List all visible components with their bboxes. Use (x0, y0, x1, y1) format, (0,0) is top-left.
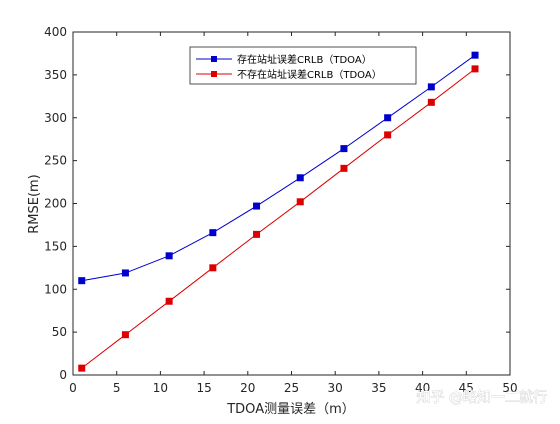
series-1 (78, 51, 479, 285)
data-point (340, 164, 348, 172)
legend-label: 不存在站址误差CRLB（TDOA） (237, 68, 382, 81)
y-tick-label: 100 (44, 282, 67, 296)
data-point (165, 297, 173, 305)
y-tick-label: 400 (44, 25, 67, 39)
x-tick-label: 35 (371, 381, 386, 395)
legend-item-2: 不存在站址误差CRLB（TDOA） (196, 68, 382, 81)
axis-ticks: 0 5 10 15 20 25 30 35 40 45 50 0 50 100 150 200 250 300 35… (44, 25, 518, 395)
x-tick-label: 30 (328, 381, 343, 395)
data-point (121, 331, 129, 339)
data-point (253, 202, 261, 210)
series-line (81, 68, 476, 369)
data-point (384, 114, 392, 122)
data-point (471, 65, 479, 73)
x-tick-label: 40 (415, 381, 430, 395)
data-point (427, 83, 435, 91)
data-point (209, 264, 217, 272)
data-point (78, 277, 86, 285)
series-2 (78, 65, 479, 372)
x-axis-label: TDOA测量误差（m） (226, 402, 355, 417)
legend-marker (211, 56, 217, 62)
data-point (384, 131, 392, 139)
y-tick-label: 0 (59, 368, 67, 382)
x-tick-label: 10 (153, 381, 168, 395)
plot-area (72, 31, 511, 376)
legend: 存在站址误差CRLB（TDOA） 不存在站址误差CRLB（TDOA） (189, 46, 417, 85)
x-tick-label: 45 (459, 381, 474, 395)
data-point (165, 252, 173, 260)
data-point (296, 198, 304, 206)
legend-item-1: 存在站址误差CRLB（TDOA） (196, 53, 372, 66)
y-tick-label: 350 (44, 68, 67, 82)
data-point (121, 269, 129, 277)
data-point (78, 364, 86, 372)
x-tick-label: 50 (502, 381, 517, 395)
x-tick-label: 25 (284, 381, 299, 395)
data-point (340, 145, 348, 153)
x-tick-label: 5 (113, 381, 121, 395)
data-point (427, 98, 435, 106)
y-tick-label: 150 (44, 239, 67, 253)
y-tick-label: 50 (52, 325, 67, 339)
legend-marker (211, 71, 217, 77)
y-tick-label: 200 (44, 197, 67, 211)
data-point (209, 229, 217, 237)
y-tick-label: 300 (44, 111, 67, 125)
data-point (253, 230, 261, 238)
series-line (81, 54, 476, 282)
legend-box (189, 46, 417, 85)
data-point (471, 51, 479, 59)
watermark: 知乎 @略知一二就行 (417, 389, 547, 406)
x-tick-label: 20 (240, 381, 255, 395)
x-tick-label: 15 (196, 381, 211, 395)
series-layer (78, 51, 479, 372)
data-point (296, 174, 304, 182)
legend-label: 存在站址误差CRLB（TDOA） (237, 53, 372, 66)
y-tick-label: 250 (44, 154, 67, 168)
y-axis-label: RMSE(m) (27, 174, 42, 234)
x-tick-label: 0 (69, 381, 77, 395)
